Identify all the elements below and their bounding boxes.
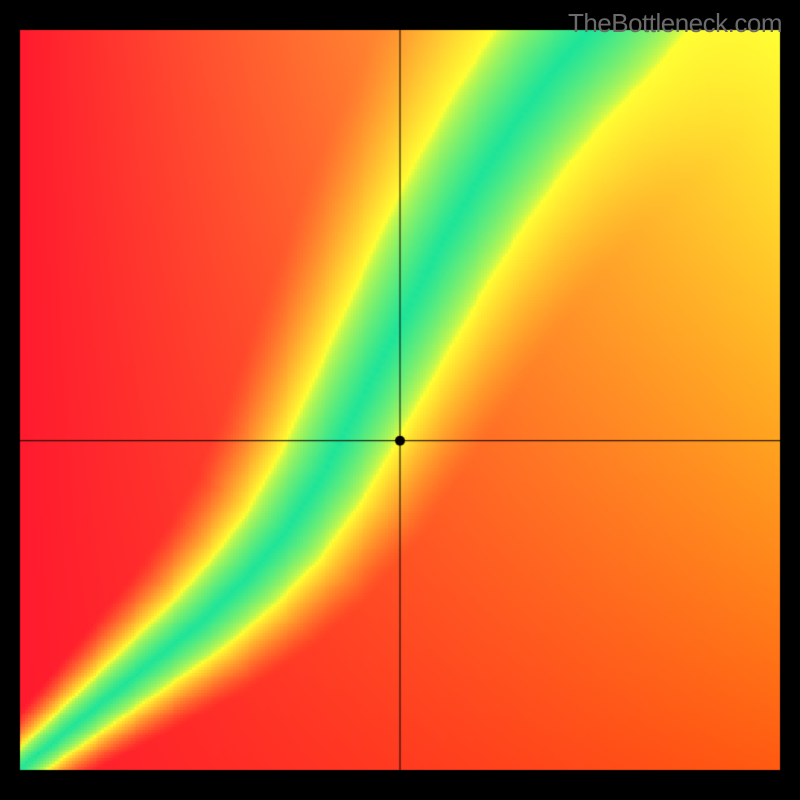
watermark: TheBottleneck.com [568,8,782,39]
bottleneck-heatmap [0,0,800,800]
